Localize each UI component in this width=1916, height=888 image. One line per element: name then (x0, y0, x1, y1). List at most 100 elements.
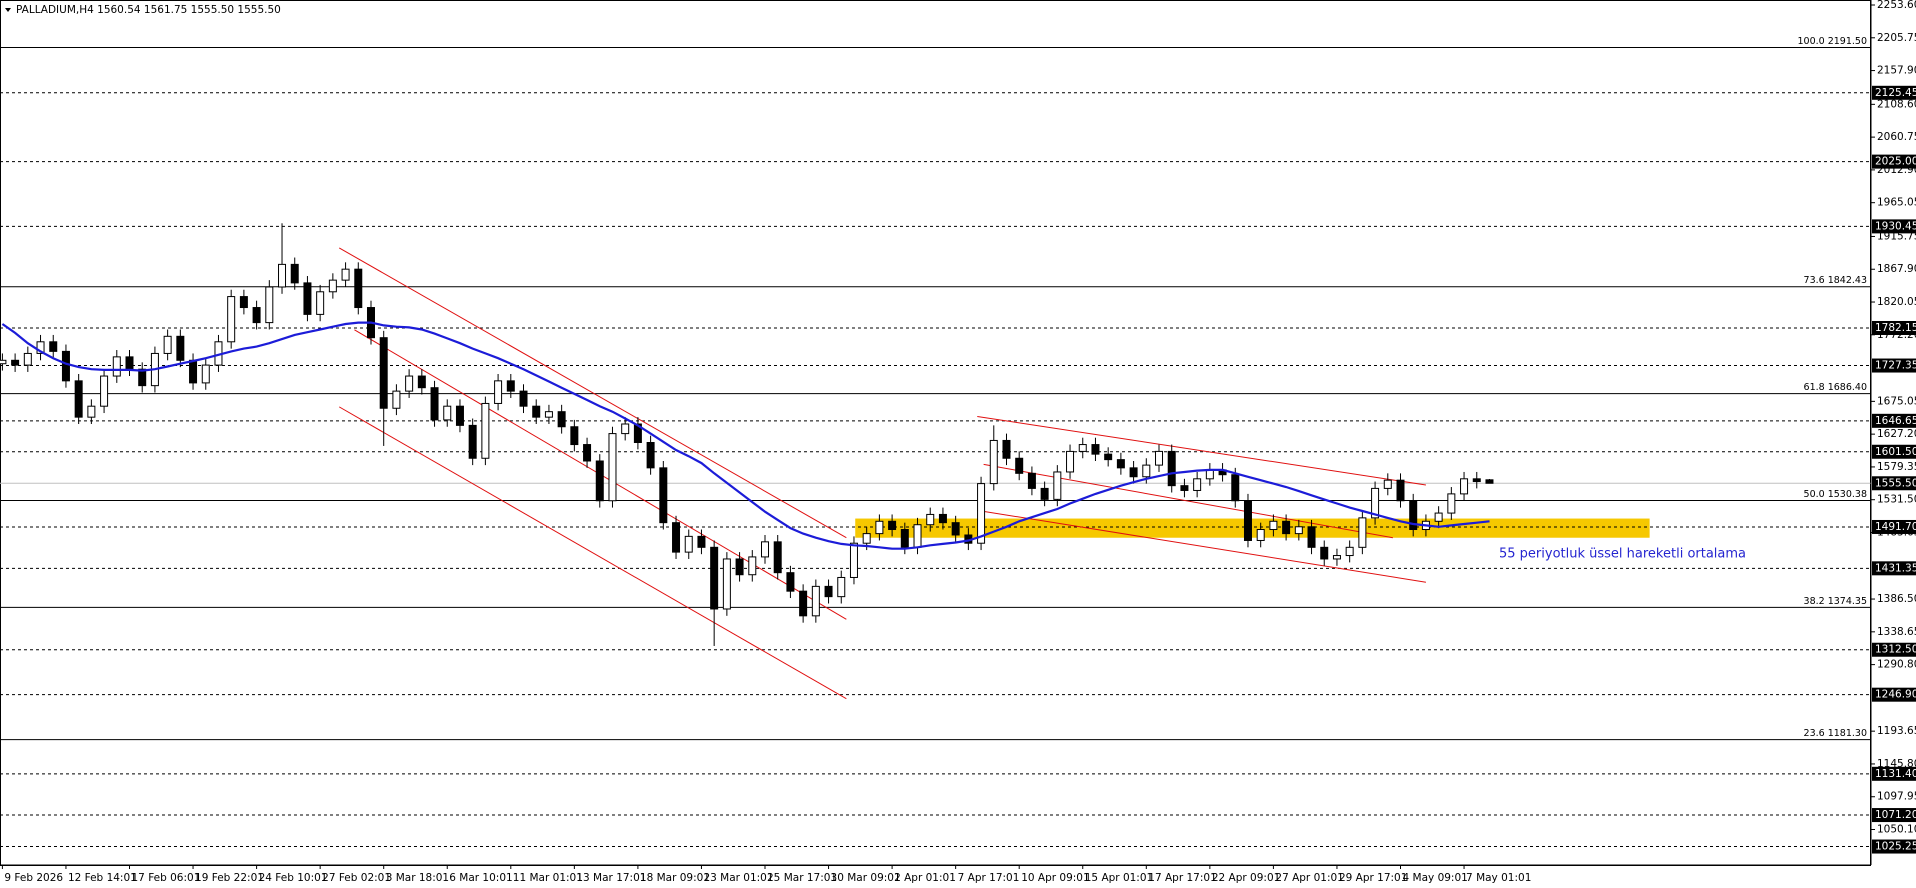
level-label: 2125.45 (1875, 87, 1916, 99)
level-label-box (1872, 320, 1916, 335)
level-label: 1071.20 (1875, 809, 1916, 821)
candle-body (926, 513, 935, 526)
y-tick-label: 1290.80 (1877, 659, 1916, 671)
level-label: 1601.50 (1875, 446, 1916, 458)
candle-body (811, 585, 820, 617)
candle-body (1193, 478, 1202, 491)
candle-body (239, 296, 248, 309)
candle-body (710, 546, 719, 610)
candle-body (265, 286, 274, 324)
candle-body (888, 520, 897, 531)
candle-body (176, 335, 185, 361)
level-label: 1782.15 (1875, 322, 1916, 334)
level-label: 1025.25 (1875, 841, 1916, 853)
candle-body (1066, 450, 1075, 473)
x-tick-label: 25 Mar 17:01 (767, 872, 837, 884)
candle-body (405, 375, 414, 392)
y-tick-label: 1675.05 (1877, 395, 1916, 407)
candle-body (1002, 439, 1011, 459)
menu-triangle[interactable] (5, 8, 11, 12)
candle-body (557, 411, 566, 428)
candle-body (138, 368, 147, 387)
x-tick-label: 29 Apr 17:01 (1339, 872, 1407, 884)
candle-body (862, 533, 871, 544)
candle-body (748, 556, 757, 576)
x-tick-label: 19 Feb 22:01 (195, 872, 264, 884)
level-label: 1491.70 (1875, 521, 1916, 533)
candle-body (1485, 479, 1494, 484)
y-tick-label: 1915.75 (1877, 230, 1916, 242)
candle-body (621, 423, 630, 435)
candle-body (1053, 471, 1062, 500)
candle-body (163, 335, 172, 354)
candle-body (341, 268, 350, 281)
ema-line (1, 321, 1490, 550)
x-tick-label: 18 Mar 09:01 (640, 872, 710, 884)
x-tick-label: 2 Apr 01:01 (894, 872, 956, 884)
candle-body (506, 380, 515, 392)
candle-body (494, 380, 503, 404)
level-label-box (1872, 519, 1916, 534)
candle-body (1447, 493, 1456, 514)
candle-body (875, 520, 884, 535)
fib-label: 73.6 1842.43 (1804, 275, 1867, 286)
chart-title: PALLADIUM,H4 1560.54 1561.75 1555.50 155… (16, 4, 281, 16)
y-tick-label: 1531.50 (1877, 494, 1916, 506)
candle-body (443, 405, 452, 421)
fib-label: 61.8 1686.40 (1804, 382, 1867, 393)
candle-body (36, 341, 45, 354)
x-tick-label: 10 Apr 09:01 (1021, 872, 1089, 884)
level-label-box (1872, 839, 1916, 854)
trendline (977, 415, 1426, 486)
plot-frame (0, 0, 1871, 866)
level-label-box (1872, 85, 1916, 100)
candle-body (1294, 526, 1303, 535)
candle-body (633, 423, 642, 444)
candle-body (1434, 512, 1443, 522)
candle-body (49, 341, 58, 352)
x-tick-label: 17 Apr 17:01 (1148, 872, 1216, 884)
candle-body (1282, 520, 1291, 535)
candle-body (290, 263, 299, 284)
candle-body (1345, 546, 1354, 557)
candle-body (379, 337, 388, 409)
level-label-box (1872, 358, 1916, 373)
y-tick-label: 2253.60 (1877, 0, 1916, 11)
candle-body (74, 380, 83, 418)
x-tick-label: 30 Mar 09:01 (831, 872, 901, 884)
candle-body (1091, 444, 1100, 455)
level-label-box (1872, 219, 1916, 234)
x-tick-label: 3 Mar 18:01 (386, 872, 449, 884)
last-price-label: 1555.50 (1875, 477, 1916, 489)
candle-body (659, 467, 668, 524)
x-tick-label: 27 Apr 01:01 (1275, 872, 1343, 884)
candle-body (1358, 517, 1367, 548)
candle-body (252, 307, 261, 324)
candle-body (1307, 526, 1316, 548)
candle-body (1142, 464, 1151, 478)
x-tick-label: 9 Feb 2026 (4, 872, 63, 884)
candle-body (392, 390, 401, 409)
y-tick-label: 1627.20 (1877, 428, 1916, 440)
candle-body (1396, 479, 1405, 502)
level-label-box (1872, 687, 1916, 702)
candle-body (799, 590, 808, 617)
last-price-box (1872, 476, 1916, 491)
candle-body (837, 576, 846, 598)
annotation: 55 periyotluk üssel hareketli ortalama (1499, 547, 1746, 562)
candle-body (278, 263, 287, 288)
candle-body (227, 296, 236, 343)
x-tick-label: 12 Feb 14:01 (68, 872, 137, 884)
candle-body (722, 558, 731, 610)
candle-body (1231, 474, 1240, 502)
trendline (983, 463, 1393, 539)
candle-body (354, 268, 363, 309)
candle-body (684, 535, 693, 553)
candle-body (1269, 520, 1278, 531)
candle-body (1180, 485, 1189, 491)
candle-body (468, 424, 477, 459)
y-tick-label: 1097.95 (1877, 791, 1916, 803)
candle-body (0, 359, 7, 365)
y-tick-label: 1965.05 (1877, 197, 1916, 209)
